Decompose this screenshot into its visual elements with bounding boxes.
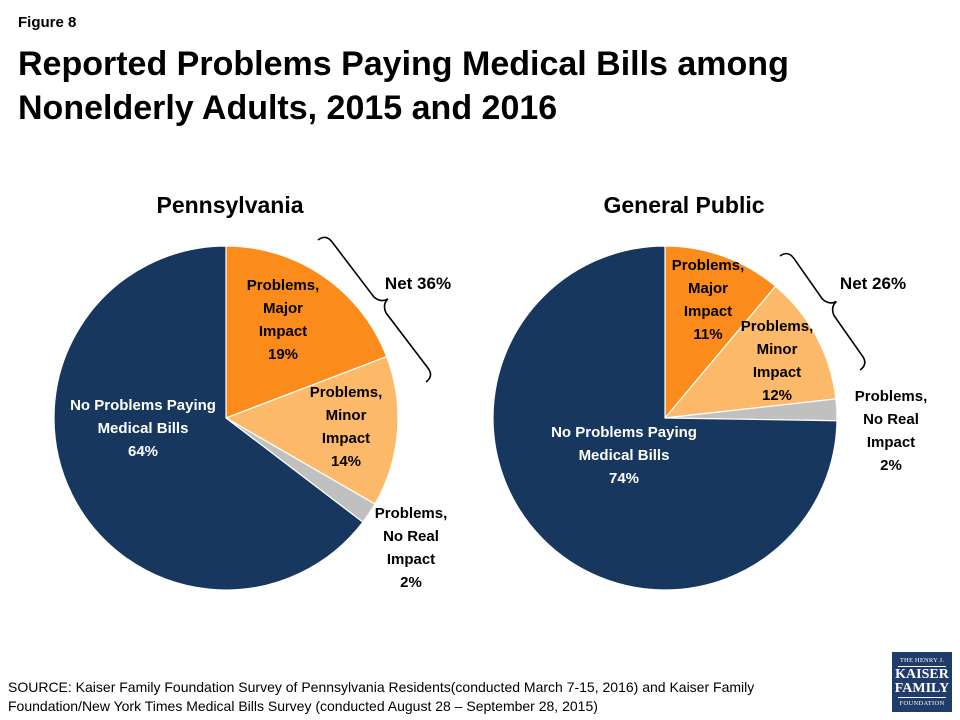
chart-title: Reported Problems Paying Medical Bills a… — [18, 45, 789, 127]
pie-chart-1: Problems, Major Impact 19% Problems, Minor Imp… — [53, 192, 451, 591]
pie-slice — [664, 245, 777, 420]
slice-label: Problems, Major Impact 19% — [247, 277, 320, 363]
pie-slice — [53, 245, 364, 591]
slice-label: Problems, Major Impact 11% — [672, 257, 745, 343]
logo-line-3: FAMILY — [894, 681, 950, 696]
pie-slice — [663, 285, 837, 419]
pie-chart-2: Problems, Major Impact 11% Problems, Minor Imp… — [492, 192, 928, 591]
slice-label: No Problems Paying Medical Bills 64% — [70, 397, 216, 460]
pie-slice — [224, 355, 399, 505]
slice-label: Problems, Minor Impact 14% — [310, 384, 383, 470]
logo-line-4: FOUNDATION — [899, 700, 945, 707]
pie-slice — [225, 245, 388, 419]
net-brace — [779, 252, 866, 371]
kff-logo: THE HENRY J. KAISER FAMILY FOUNDATION — [892, 652, 952, 712]
net-label: Net 36% — [385, 274, 451, 293]
source-note: SOURCE: Kaiser Family Foundation Survey … — [8, 679, 755, 714]
slice-label: Problems, Minor Impact 12% — [741, 318, 814, 404]
pie-title: Pennsylvania — [156, 192, 303, 218]
slice-label: No Problems Paying Medical Bills 74% — [551, 424, 697, 487]
figure-label: Figure 8 — [18, 14, 77, 31]
logo-line-1: THE HENRY J. — [899, 657, 945, 664]
slice-label: Problems, No Real Impact 2% — [375, 505, 448, 591]
logo-line-2: KAISER — [895, 667, 949, 682]
net-brace — [317, 236, 432, 383]
pie-title: General Public — [603, 192, 764, 218]
net-label: Net 26% — [840, 274, 906, 293]
pie-slice — [492, 245, 838, 591]
slice-label: Problems, No Real Impact 2% — [855, 388, 928, 474]
